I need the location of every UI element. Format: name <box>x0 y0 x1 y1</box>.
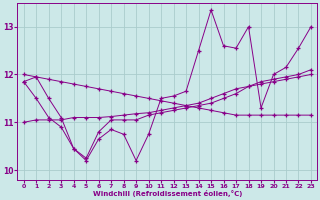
X-axis label: Windchill (Refroidissement éolien,°C): Windchill (Refroidissement éolien,°C) <box>93 190 242 197</box>
